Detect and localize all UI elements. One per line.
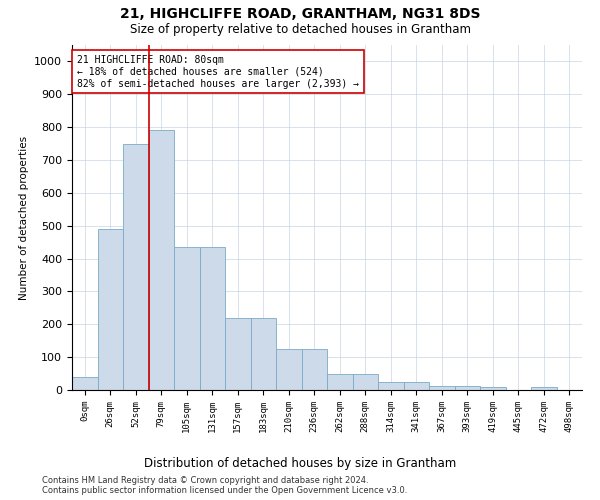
Bar	[404, 382, 429, 390]
Bar	[149, 130, 174, 390]
Text: 21 HIGHCLIFFE ROAD: 80sqm
← 18% of detached houses are smaller (524)
82% of semi: 21 HIGHCLIFFE ROAD: 80sqm ← 18% of detac…	[77, 56, 359, 88]
Text: Size of property relative to detached houses in Grantham: Size of property relative to detached ho…	[130, 22, 470, 36]
Bar	[276, 349, 302, 390]
Bar	[378, 382, 404, 390]
Bar	[123, 144, 149, 390]
Y-axis label: Number of detached properties: Number of detached properties	[19, 136, 29, 300]
Bar	[251, 318, 276, 390]
Text: Distribution of detached houses by size in Grantham: Distribution of detached houses by size …	[144, 458, 456, 470]
Bar	[302, 349, 327, 390]
Bar	[225, 318, 251, 390]
Bar	[97, 229, 123, 390]
Bar	[174, 247, 199, 390]
Bar	[72, 377, 97, 390]
Text: 21, HIGHCLIFFE ROAD, GRANTHAM, NG31 8DS: 21, HIGHCLIFFE ROAD, GRANTHAM, NG31 8DS	[120, 8, 480, 22]
Bar	[480, 388, 505, 390]
Text: Contains public sector information licensed under the Open Government Licence v3: Contains public sector information licen…	[42, 486, 407, 495]
Bar	[429, 386, 455, 390]
Bar	[455, 386, 480, 390]
Bar	[531, 388, 557, 390]
Bar	[327, 374, 353, 390]
Text: Contains HM Land Registry data © Crown copyright and database right 2024.: Contains HM Land Registry data © Crown c…	[42, 476, 368, 485]
Bar	[353, 374, 378, 390]
Bar	[199, 247, 225, 390]
